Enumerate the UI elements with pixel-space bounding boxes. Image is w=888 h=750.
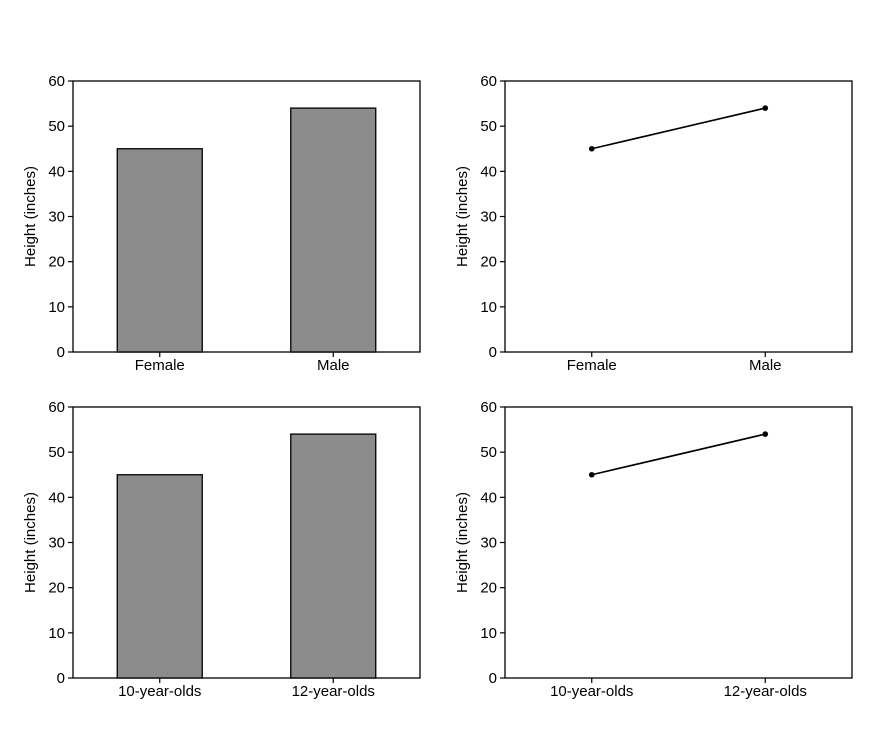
series-line <box>591 107 766 150</box>
y-tick-label: 60 <box>48 399 65 416</box>
plot-frame <box>504 406 853 679</box>
y-tick-label: 50 <box>48 118 65 135</box>
x-tick-label: Female <box>567 357 617 374</box>
series-line <box>591 433 766 476</box>
y-tick-label: 20 <box>480 254 497 271</box>
data-point <box>762 105 769 111</box>
bar <box>290 107 377 353</box>
bar <box>116 148 203 353</box>
y-tick-label: 0 <box>489 670 497 687</box>
y-tick-label: 20 <box>48 254 65 271</box>
y-tick-label: 20 <box>480 580 497 597</box>
data-point <box>588 471 595 478</box>
y-tick-label: 0 <box>489 344 497 361</box>
y-tick-label: 30 <box>48 209 65 226</box>
y-tick-label: 30 <box>48 535 65 552</box>
y-tick-label: 60 <box>480 399 497 416</box>
y-tick-label: 30 <box>480 209 497 226</box>
y-tick-label: 40 <box>48 163 65 180</box>
chart-panel-1: 0 10 20 30 40 50 60 Height (inches) Female Male <box>22 73 421 374</box>
y-tick-label: 10 <box>48 299 65 316</box>
x-tick-label: Female <box>135 357 185 374</box>
y-tick-label: 10 <box>48 625 65 642</box>
y-tick-label: 50 <box>480 444 497 461</box>
y-axis-title: Height (inches) <box>22 166 39 267</box>
y-tick-label: 40 <box>480 163 497 180</box>
y-tick-label: 0 <box>57 344 65 361</box>
y-tick-label: 0 <box>57 670 65 687</box>
x-tick-label: 10-year-olds <box>550 683 633 700</box>
chart-panel-4: 0 10 20 30 40 50 60 Height (inches) 10-year-olds… <box>454 399 853 700</box>
y-tick-label: 60 <box>48 73 65 90</box>
y-axis-title: Height (inches) <box>22 492 39 593</box>
bar <box>116 474 203 679</box>
x-tick-label: Male <box>749 357 782 374</box>
data-point <box>588 145 595 152</box>
y-tick-label: 40 <box>480 489 497 506</box>
y-tick-label: 10 <box>480 625 497 642</box>
chart-panel-3: 0 10 20 30 40 50 60 Height (inches) 10-year-olds… <box>22 399 421 700</box>
y-tick-label: 60 <box>480 73 497 90</box>
x-tick-label: 12-year-olds <box>292 683 375 700</box>
y-tick-label: 10 <box>480 299 497 316</box>
x-tick-label: 10-year-olds <box>118 683 201 700</box>
plot-frame <box>504 80 853 353</box>
x-tick-label: 12-year-olds <box>724 683 807 700</box>
chart-panel-2: 0 10 20 30 40 50 60 Height (inches) Female Male <box>454 73 853 374</box>
y-tick-label: 40 <box>48 489 65 506</box>
y-tick-label: 50 <box>48 444 65 461</box>
y-tick-label: 50 <box>480 118 497 135</box>
y-tick-label: 20 <box>48 580 65 597</box>
y-axis-title: Height (inches) <box>454 166 471 267</box>
x-tick-label: Male <box>317 357 350 374</box>
y-axis-title: Height (inches) <box>454 492 471 593</box>
y-tick-label: 30 <box>480 535 497 552</box>
bar <box>290 433 377 679</box>
data-point <box>762 431 769 437</box>
